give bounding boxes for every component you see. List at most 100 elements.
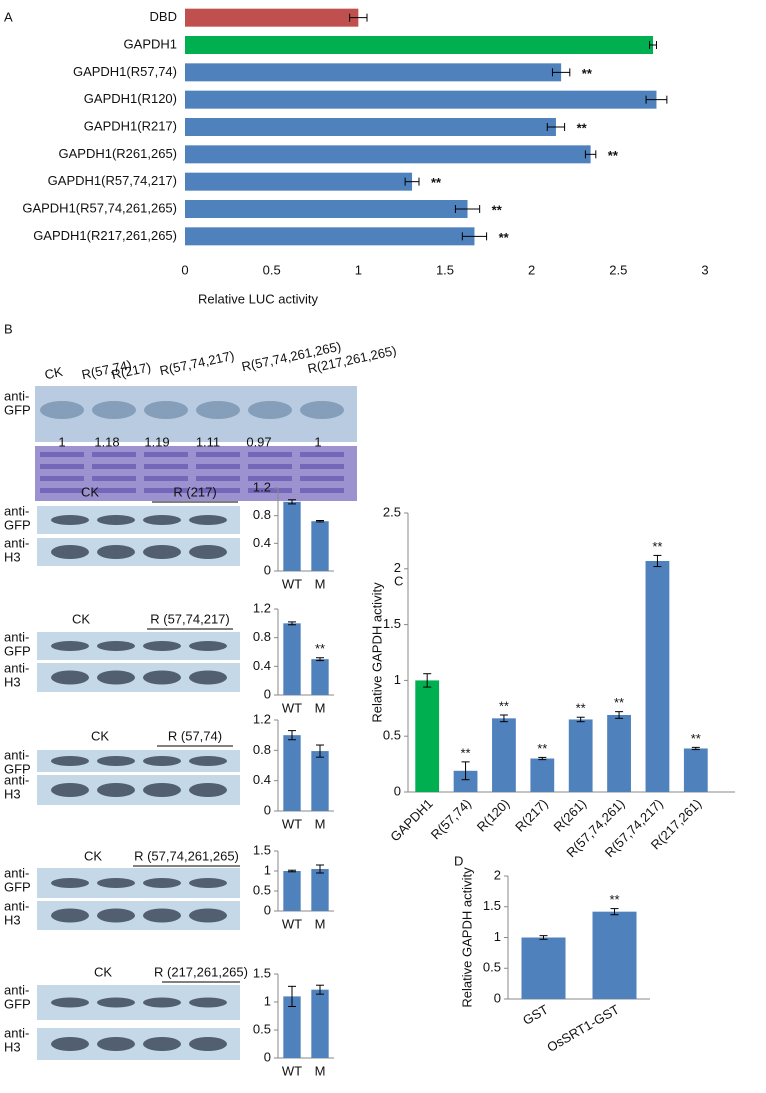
panel-label: C [394,573,403,588]
row-label: GFP [4,761,31,776]
protein-band [196,452,240,457]
x-tick-label: OsSRT1-GST [544,1002,621,1055]
group-label: R (57,74,217) [150,611,230,626]
quantity-label: 0.97 [246,434,271,449]
protein-band [92,476,136,481]
y-axis-label: Relative GAPDH activity [459,867,474,1008]
group-label: R (217,261,265) [154,964,248,979]
protein-band [40,488,84,493]
significance-label: ** [492,202,503,217]
x-tick-label: 1.5 [436,262,454,277]
protein-band [144,464,188,469]
error-bar [615,711,624,719]
significance-label: ** [576,701,586,716]
bar [521,937,566,999]
x-tick-label: M [315,916,326,931]
protein-band [300,488,344,493]
blot-band [92,401,136,419]
y-tick-label: 1 [494,929,501,944]
blot-band [189,878,227,888]
error-bar [538,756,547,761]
blot-band [51,908,89,923]
bar [185,63,562,82]
protein-band [144,488,188,493]
blot-band [51,641,89,651]
protein-band [300,476,344,481]
blot-band [143,878,181,888]
y-tick-label: 0 [264,1049,271,1064]
error-bar [576,716,585,723]
y-tick-label: 0.8 [253,629,271,644]
x-tick-label: WT [282,1063,302,1078]
panel-label: B [4,321,13,336]
y-tick-label: GAPDH1(R57,74,217) [48,173,177,188]
error-bar [404,177,420,186]
bar [311,751,329,811]
y-tick-label: 0.5 [253,1021,271,1036]
blot-band [143,756,181,766]
error-bar [288,499,296,505]
bar [283,996,301,1058]
protein-band [92,464,136,469]
y-tick-label: 2 [394,560,401,575]
significance-label: ** [582,66,593,81]
blot-band [97,908,135,923]
error-bar [349,13,368,22]
error-bar [316,520,324,523]
x-tick-label: WT [282,816,302,831]
bar [185,8,359,27]
blot-band [189,756,227,766]
blot-band [143,997,181,1008]
blot-band [51,783,89,797]
bar [492,718,516,792]
bar [185,200,468,218]
blot-band [51,545,89,559]
bar [311,659,329,695]
blot-band [189,997,227,1008]
error-bar [645,95,668,104]
error-bar [461,232,488,241]
y-tick-label: 1.5 [253,965,271,980]
bar [185,90,657,109]
x-tick-label: 2.5 [609,262,627,277]
significance-label: ** [315,641,325,656]
group-label: CK [81,484,99,499]
blot-band [189,783,227,797]
bar [185,145,591,164]
error-bar [316,744,324,758]
error-bar [499,714,508,723]
error-bar [539,935,548,940]
bar [645,560,670,792]
blot-band [189,515,227,525]
bar [311,869,329,911]
protein-band [144,452,188,457]
x-tick-label: 0 [181,262,188,277]
group-label: R (57,74,261,265) [134,848,239,863]
significance-label: ** [691,731,701,746]
blot-image [37,750,240,772]
bar [592,911,637,999]
y-tick-label: 1.5 [483,898,501,913]
row-label: anti- [4,660,29,675]
blot-band [51,515,89,525]
blot-band [40,401,84,419]
blot-band [97,783,135,797]
blot-band [143,783,181,797]
protein-band [196,464,240,469]
significance-label: ** [609,892,619,907]
blot-band [143,545,181,559]
blot-band [143,908,181,923]
error-bar [584,150,597,159]
blot-band [143,515,181,525]
bar [283,735,301,811]
significance-label: ** [614,695,624,710]
y-tick-label: 1.5 [383,616,401,631]
y-tick-label: GAPDH1(R57,74) [73,64,177,79]
y-tick-label: GAPDH1(R217) [84,118,177,133]
y-tick-label: 0 [264,802,271,817]
x-tick-label: R(120) [474,796,513,835]
y-tick-label: 0.5 [483,960,501,975]
significance-label: ** [499,230,510,245]
error-bar [461,761,470,781]
row-label: anti- [4,772,29,787]
